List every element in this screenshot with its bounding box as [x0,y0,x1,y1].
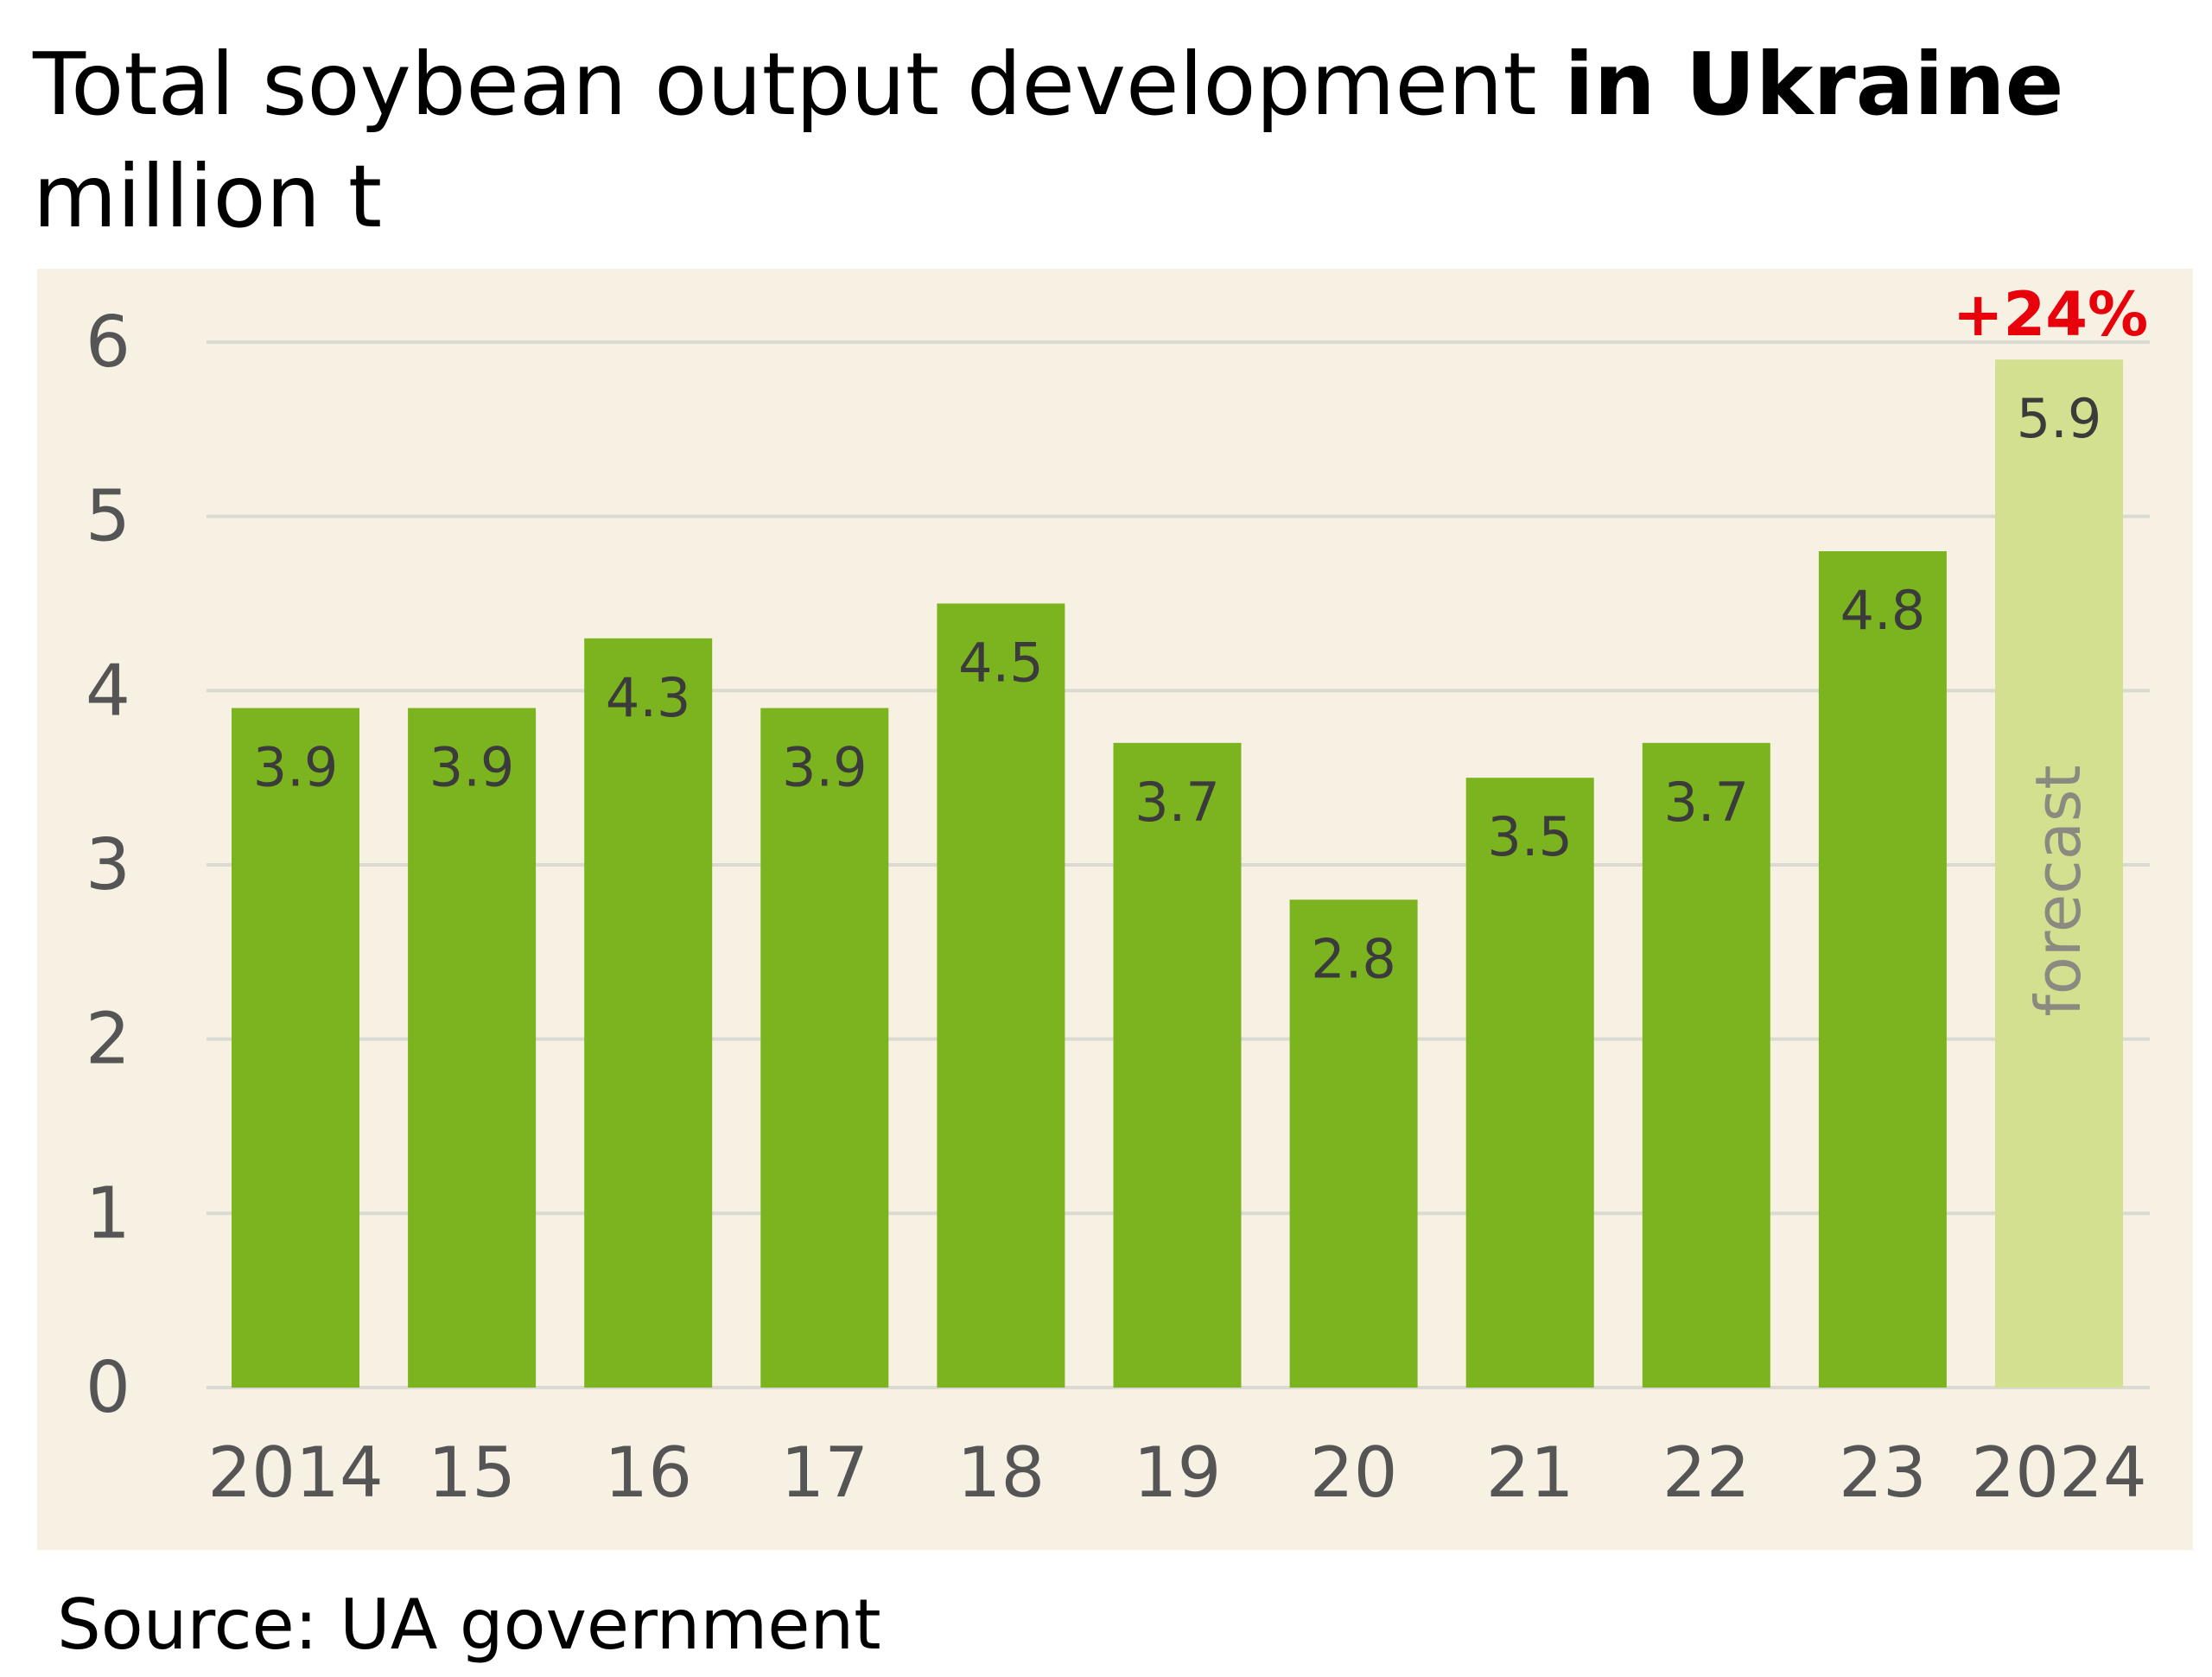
x-tick-label: 2014 [207,1432,384,1513]
data-label: 5.9 [2017,387,2102,450]
title-bold: in Ukraine [1564,34,2064,135]
data-label: 4.5 [958,632,1044,695]
x-tick-label: 21 [1486,1432,1574,1513]
x-tick-label: 16 [604,1432,692,1513]
y-tick-label: 2 [86,999,130,1081]
data-label: 3.9 [782,736,868,799]
data-label: 3.5 [1487,805,1573,868]
bar [1642,742,1770,1388]
y-tick-label: 4 [86,650,130,732]
bar [1465,778,1594,1388]
data-label: 4.3 [606,666,691,729]
y-tick-label: 5 [86,476,130,558]
data-label: 3.9 [253,736,339,799]
bar [937,603,1065,1388]
data-label: 3.9 [429,736,515,799]
data-label: 2.8 [1311,927,1396,990]
x-tick-label: 22 [1662,1432,1751,1513]
data-label: 3.7 [1135,771,1220,834]
y-tick-label: 6 [86,302,130,384]
x-tick-label: 18 [957,1432,1046,1513]
x-tick-label: 19 [1134,1432,1222,1513]
bar [584,638,713,1388]
change-label: +24% [1953,279,2148,350]
data-label: 4.8 [1840,579,1926,642]
y-tick-label: 1 [86,1172,130,1255]
bar [408,708,537,1388]
bar [1818,551,1947,1388]
forecast-label: forecast [2022,765,2094,1016]
bar [760,708,889,1388]
x-tick-label: 15 [428,1432,516,1513]
y-tick-label: 0 [86,1347,130,1429]
chart-subtitle: million t [33,146,383,247]
bar-chart: 01234563.920143.9154.3163.9174.5183.7192… [37,269,2193,1550]
x-tick-label: 2024 [1971,1432,2147,1513]
forecast-bar [1995,359,2123,1388]
source-note: Source: UA government [57,1585,881,1665]
x-tick-label: 23 [1839,1432,1927,1513]
x-tick-label: 17 [780,1432,868,1513]
title-prefix: Total soybean output development [33,34,1565,135]
bar [1289,899,1418,1388]
chart-area: 0 1 2 3 4 5 6 3.9 2014 3.9 15 4.3 16 3.9 17 4.5 18 3.7 19 2… [37,269,2193,1550]
bar [232,708,359,1388]
chart-title: Total soybean output development in Ukra… [33,36,2063,133]
y-tick-label: 3 [86,824,130,906]
bar [1113,742,1242,1388]
x-tick-label: 20 [1310,1432,1398,1513]
data-label: 3.7 [1663,771,1749,834]
